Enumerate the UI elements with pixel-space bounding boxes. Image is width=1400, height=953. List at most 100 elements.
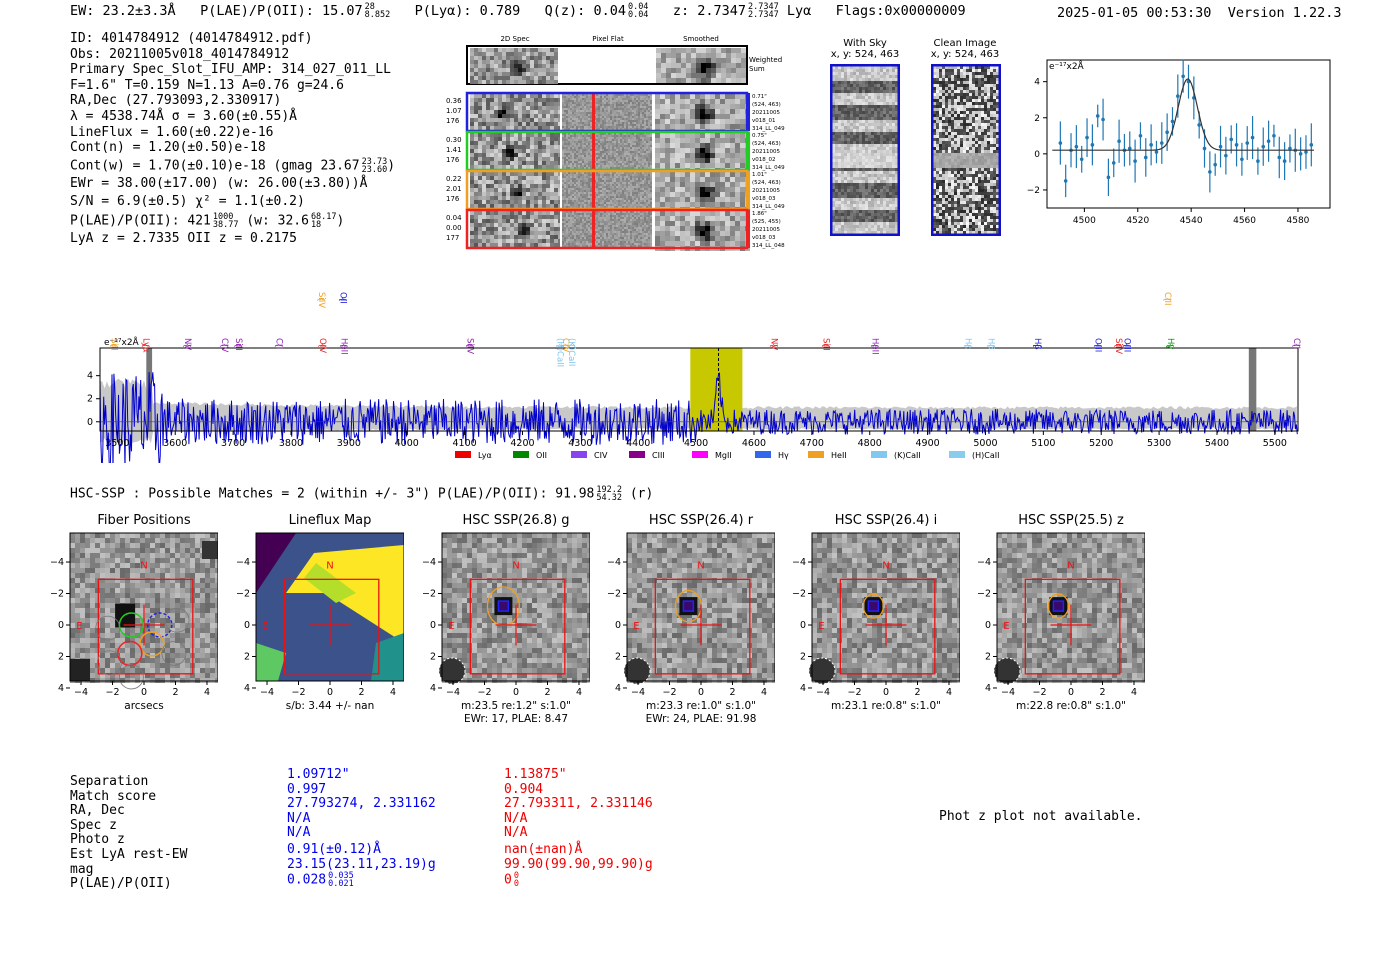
spec2d-pixel	[665, 163, 670, 168]
spec2d-pixel	[655, 226, 660, 231]
spec2d-pixel	[642, 206, 644, 208]
spec2d-pixel	[634, 192, 636, 194]
spec2d-pixel	[685, 202, 690, 207]
spec2d-pixel	[680, 119, 685, 124]
spec2d-pixel	[614, 104, 616, 106]
spec2d-pixel	[612, 229, 614, 231]
spec2d-pixel	[618, 157, 620, 159]
spec2d-pixel	[608, 147, 610, 149]
spec2d-pixel	[638, 126, 640, 128]
spec2d-pixel	[562, 133, 564, 135]
spec2d-pixel	[624, 172, 626, 174]
spec2d-pixel	[534, 64, 538, 68]
spec2d-pixel	[644, 118, 646, 120]
spec2d-pixel	[574, 167, 576, 169]
spec2d-pixel	[502, 211, 506, 215]
spec2d-pixel	[498, 64, 502, 68]
spec2d-pixel	[486, 161, 490, 165]
spec2d-pixel	[634, 223, 636, 225]
spec2d-pixel	[665, 138, 670, 143]
spec2d-pixel	[586, 221, 588, 223]
spec2d-pixel	[586, 100, 588, 102]
spec2d-pixel	[478, 161, 482, 165]
spec2d-pixel	[486, 76, 490, 80]
spec2d-pixel	[604, 182, 606, 184]
spec2d-pixel	[696, 73, 701, 78]
spec2d-pixel	[584, 118, 586, 120]
spec2d-pixel	[534, 227, 538, 231]
spec2d-pixel	[566, 190, 568, 192]
spec2d-pixel	[618, 126, 620, 128]
spec2d-pixel	[710, 197, 715, 202]
spec2d-pixel	[628, 172, 630, 174]
spec2d-pixel	[584, 237, 586, 239]
spec2d-pixel	[614, 241, 616, 243]
spec2d-pixel	[616, 104, 618, 106]
spec2d-pixel	[570, 126, 572, 128]
spec2d-pixel	[604, 172, 606, 174]
spec2d-pixel	[478, 141, 482, 145]
spec2d-pixel	[482, 165, 486, 169]
spec2d-pixel	[612, 215, 614, 217]
spec2d-pixel	[582, 135, 584, 137]
spec2d-pixel	[624, 221, 626, 223]
spec2d-pixel	[534, 235, 538, 239]
spec2d-pixel	[715, 172, 720, 177]
spec2d-pixel	[670, 99, 675, 104]
spec2d-pixel	[661, 68, 666, 73]
spec2d-right-label: 20211005	[752, 188, 780, 194]
spec2d-pixel	[600, 167, 602, 169]
spec2d-pixel	[638, 206, 640, 208]
spec2d-pixel	[622, 145, 624, 147]
spec2d-pixel	[681, 63, 686, 68]
spec2d-pixel	[596, 227, 598, 229]
spec2d-pixel	[608, 217, 610, 219]
spec2d-pixel	[598, 176, 600, 178]
spec2d-pixel	[620, 155, 622, 157]
spec2d-pixel	[590, 126, 592, 128]
spec2d-pixel	[550, 48, 554, 52]
spec2d-pixel	[730, 104, 735, 109]
spec2d-pixel	[606, 200, 608, 202]
spec2d-pixel	[626, 118, 628, 120]
spec2d-pixel	[564, 245, 566, 247]
spec2d-pixel	[634, 235, 636, 237]
spec2d-pixel	[582, 184, 584, 186]
spec2d-pixel	[642, 217, 644, 219]
spec2d-pixel	[490, 215, 494, 219]
spec2d-pixel	[638, 227, 640, 229]
spec2d-pixel	[538, 122, 542, 126]
spec2d-pixel	[644, 200, 646, 202]
spec2d-pixel	[630, 116, 632, 118]
spec2d-pixel	[478, 145, 482, 149]
spec2d-pixel	[620, 135, 622, 137]
spec2d-pixel	[590, 143, 592, 145]
spec2d-pixel	[570, 223, 572, 225]
spec2d-pixel	[648, 215, 650, 217]
spec2d-pixel	[486, 223, 490, 227]
spec2d-pixel	[574, 196, 576, 198]
spec2d-pixel	[534, 94, 538, 98]
spec2d-pixel	[640, 227, 642, 229]
spec2d-pixel	[610, 184, 612, 186]
spec2d-pixel	[574, 202, 576, 204]
spec2d-pixel	[562, 143, 564, 145]
spec2d-pixel	[680, 172, 685, 177]
spec2d-pixel	[578, 186, 580, 188]
spec2d-pixel	[622, 165, 624, 167]
spec2d-pixel	[600, 151, 602, 153]
spec2d-pixel	[564, 147, 566, 149]
spec2d-pixel	[572, 139, 574, 141]
spec2d-redline	[592, 94, 595, 130]
spec2d-pixel	[602, 141, 604, 143]
spec2d-pixel	[618, 112, 620, 114]
spec2d-pixel	[490, 102, 494, 106]
spec2d-pixel	[602, 198, 604, 200]
spec2d-pixel	[596, 211, 598, 213]
spec2d-pixel	[514, 176, 518, 180]
spec2d-pixel	[608, 122, 610, 124]
spec2d-pixel	[600, 133, 602, 135]
spec2d-pixel	[474, 165, 478, 169]
spec2d-pixel	[562, 231, 564, 233]
spec2d-pixel	[618, 174, 620, 176]
